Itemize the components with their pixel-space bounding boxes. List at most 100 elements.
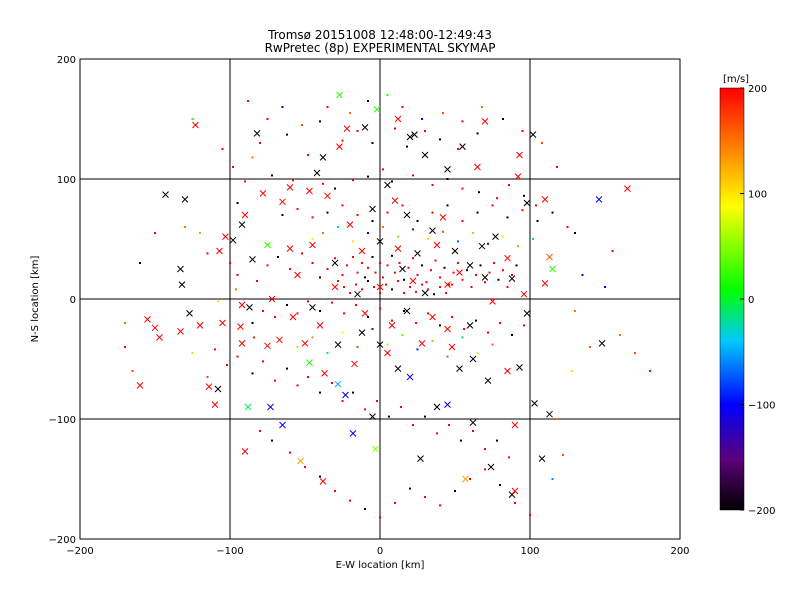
scatter-dot-point — [236, 355, 239, 358]
scatter-dot-point — [424, 496, 426, 498]
scatter-dot-point — [487, 242, 489, 245]
scatter-dot-point — [427, 312, 429, 315]
scatter-cross-point — [403, 211, 411, 219]
scatter-dot-point — [259, 142, 261, 144]
scatter-cross-point — [514, 173, 522, 180]
scatter-cross-point — [511, 421, 519, 429]
scatter-dot-point — [461, 120, 464, 123]
y-tick-label: −100 — [49, 415, 76, 426]
scatter-dot-point — [406, 145, 408, 148]
scatter-dot-point — [367, 175, 369, 178]
scatter-dot-point — [461, 187, 464, 190]
scatter-dot-point — [611, 250, 614, 252]
scatter-dot-point — [431, 340, 434, 342]
scatter-dot-point — [346, 264, 348, 267]
scatter-dot-point — [484, 281, 486, 284]
scatter-dot-point — [439, 138, 441, 141]
scatter-dot-point — [296, 346, 299, 348]
scatter-cross-point — [516, 151, 523, 159]
scatter-dot-point — [445, 292, 447, 294]
scatter-cross-point — [376, 341, 384, 348]
scatter-dot-point — [139, 262, 141, 264]
scatter-dot-point — [434, 259, 437, 262]
scatter-cross-point — [286, 245, 294, 252]
scatter-dot-point — [412, 228, 414, 231]
scatter-cross-point — [492, 233, 499, 240]
scatter-cross-point — [388, 322, 396, 329]
scatter-dot-point — [470, 286, 473, 288]
scatter-cross-point — [433, 403, 441, 411]
scatter-dot-point — [442, 230, 444, 233]
scatter-dot-point — [386, 264, 389, 267]
scatter-cross-point — [177, 328, 184, 335]
scatter-dot-point — [364, 276, 366, 279]
scatter-dot-point — [416, 220, 419, 222]
scatter-cross-point — [456, 269, 463, 276]
scatter-dot-point — [403, 310, 405, 312]
scatter-cross-point — [531, 400, 538, 407]
scatter-dot-point — [379, 292, 381, 294]
scatter-dot-point — [514, 502, 516, 504]
x-tick-label: 0 — [377, 546, 383, 557]
scatter-dot-point — [460, 439, 462, 442]
grid-lines — [80, 59, 680, 539]
scatter-dot-point — [349, 292, 351, 294]
scatter-dot-point — [355, 304, 357, 306]
scatter-dot-point — [415, 290, 417, 293]
scatter-dot-point — [571, 370, 573, 372]
scatter-dot-point — [191, 118, 194, 120]
scatter-dot-point — [424, 130, 426, 132]
scatter-cross-point — [484, 377, 492, 384]
scatter-cross-point — [349, 430, 357, 437]
scatter-dot-point — [388, 415, 390, 418]
scatter-dot-point — [476, 211, 479, 214]
colorbar-tick-label: 100 — [748, 190, 767, 201]
scatter-dot-point — [334, 187, 336, 190]
scatter-cross-point — [321, 370, 328, 377]
scatter-dot-point — [371, 220, 374, 222]
scatter-dot-point — [361, 288, 363, 291]
scatter-dot-point — [443, 266, 446, 269]
scatter-dot-point — [506, 286, 509, 288]
scatter-dot-point — [394, 127, 396, 130]
scatter-dot-point — [556, 166, 558, 168]
scatter-dot-point — [251, 372, 254, 375]
scatter-dot-point — [508, 184, 510, 186]
scatter-cross-point — [417, 455, 424, 462]
scatter-dot-point — [496, 197, 498, 200]
scatter-cross-point — [316, 322, 324, 329]
scatter-dot-point — [341, 274, 344, 276]
scatter-cross-point — [469, 419, 477, 426]
scatter-dot-point — [401, 204, 404, 207]
scatter-cross-point — [511, 487, 519, 495]
scatter-cross-point — [394, 115, 402, 123]
scatter-dot-point — [412, 257, 414, 260]
scatter-cross-point — [444, 281, 451, 288]
scatter-cross-point — [276, 336, 283, 344]
scatter-cross-point — [418, 340, 426, 347]
scatter-dot-point — [521, 130, 524, 132]
scatter-dot-point — [251, 322, 254, 324]
scatter-dot-point — [488, 271, 491, 274]
scatter-cross-point — [313, 169, 321, 177]
scatter-cross-point — [237, 323, 244, 330]
scatter-cross-point — [358, 247, 366, 255]
scatter-cross-point — [319, 478, 327, 485]
scatter-dot-point — [244, 180, 246, 183]
scatter-cross-point — [162, 191, 169, 198]
scatter-dot-point — [307, 154, 309, 156]
x-axis-label: E-W location [km] — [336, 560, 425, 571]
scatter-dot-point — [401, 334, 404, 336]
scatter-cross-point — [144, 316, 151, 323]
scatter-dot-point — [466, 269, 468, 272]
scatter-dot-point — [367, 316, 369, 318]
scatter-dot-point — [382, 168, 384, 171]
scatter-cross-point — [394, 365, 402, 372]
scatter-cross-point — [279, 421, 286, 429]
scatter-cross-point — [244, 403, 252, 411]
scatter-cross-point — [516, 364, 523, 371]
scatter-dot-point — [364, 408, 366, 411]
scatter-dot-point — [457, 262, 459, 264]
scatter-dot-point — [326, 211, 329, 214]
scatter-dot-point — [296, 208, 299, 210]
